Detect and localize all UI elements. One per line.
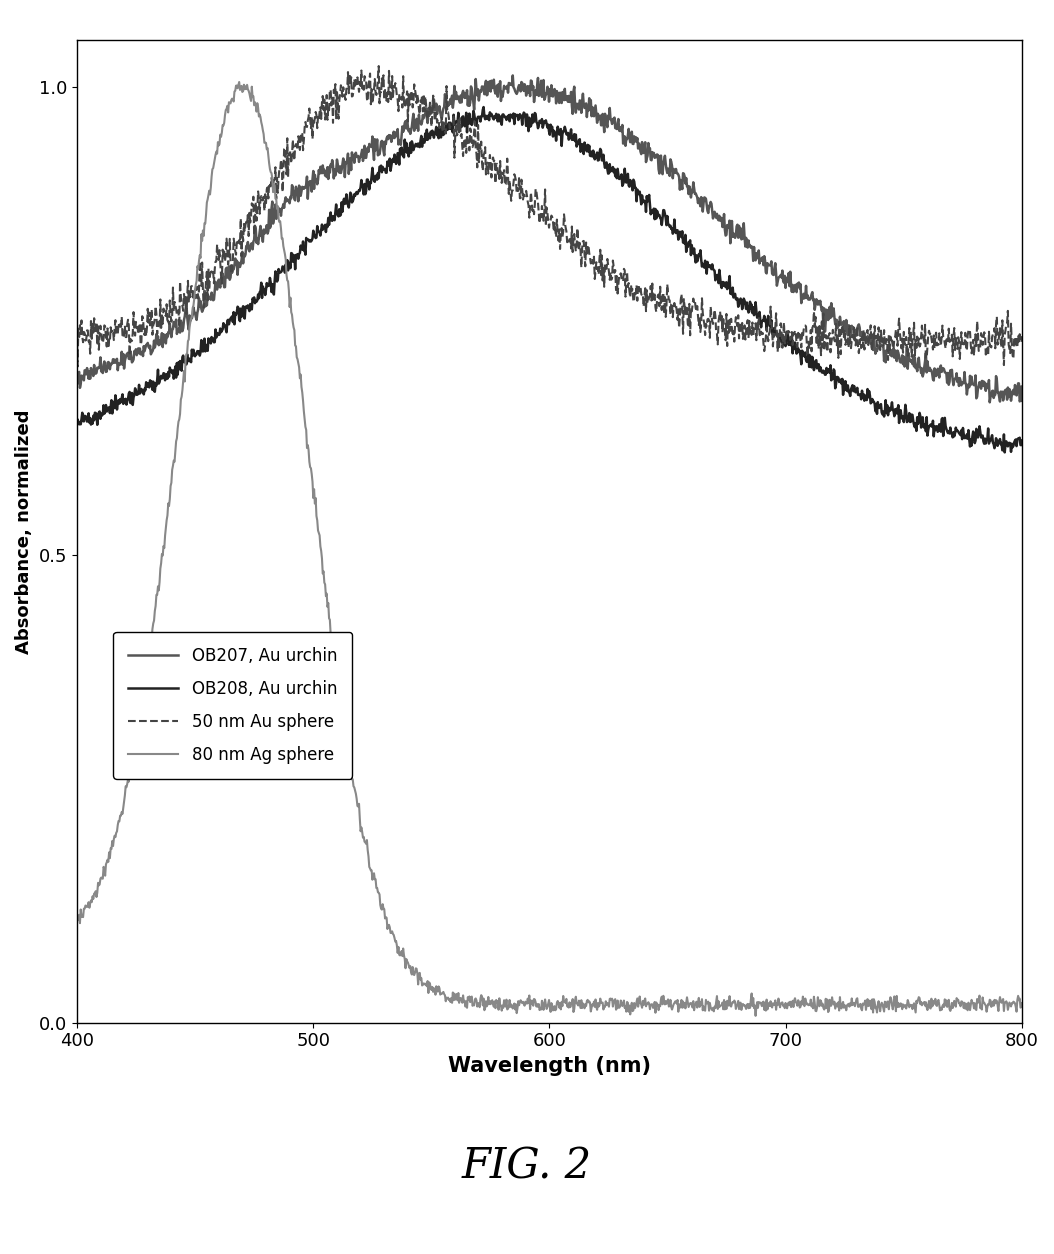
50 nm Au sphere [231,234,243,250]
OB207, Au urchin [389,125,402,140]
OB207, Au urchin [568,79,581,94]
80 nm Ag sphere [1016,996,1029,1011]
OB207, Au urchin [230,257,242,272]
Legend: OB207, Au urchin, OB208, Au urchin, 50 nm Au sphere, 80 nm Ag sphere: OB207, Au urchin, OB208, Au urchin, 50 n… [114,632,352,779]
X-axis label: Wavelength (nm): Wavelength (nm) [448,1056,651,1076]
50 nm Au sphere [482,166,494,181]
50 nm Au sphere [1016,329,1029,344]
50 nm Au sphere [391,88,404,103]
80 nm Ag sphere [390,933,403,948]
80 nm Ag sphere [196,233,209,248]
50 nm Au sphere [569,237,582,252]
OB208, Au urchin [1016,433,1029,448]
80 nm Ag sphere [588,994,601,1009]
OB208, Au urchin [71,414,83,429]
OB208, Au urchin [998,445,1011,460]
50 nm Au sphere [71,314,83,329]
80 nm Ag sphere [482,997,494,1012]
Line: 80 nm Ag sphere: 80 nm Ag sphere [77,82,1022,1016]
50 nm Au sphere [372,59,385,74]
OB208, Au urchin [588,145,601,161]
80 nm Ag sphere [749,1008,762,1023]
OB208, Au urchin [196,342,209,357]
OB207, Au urchin [196,305,209,320]
OB207, Au urchin [71,369,83,384]
50 nm Au sphere [588,272,601,287]
50 nm Au sphere [197,282,210,297]
Text: FIG. 2: FIG. 2 [462,1145,592,1188]
OB208, Au urchin [477,99,490,114]
OB208, Au urchin [230,307,242,322]
OB207, Au urchin [506,68,519,83]
OB208, Au urchin [482,112,494,127]
OB208, Au urchin [389,150,402,166]
80 nm Ag sphere [71,912,83,927]
80 nm Ag sphere [230,78,242,93]
OB208, Au urchin [568,127,581,142]
Line: 50 nm Au sphere: 50 nm Au sphere [77,66,1022,366]
Line: OB208, Au urchin: OB208, Au urchin [77,107,1022,453]
50 nm Au sphere [72,359,84,374]
OB207, Au urchin [588,109,601,124]
Y-axis label: Absorbance, normalized: Absorbance, normalized [15,409,33,653]
OB207, Au urchin [481,88,493,103]
OB207, Au urchin [983,395,996,410]
OB207, Au urchin [1016,394,1029,409]
80 nm Ag sphere [568,1002,581,1017]
80 nm Ag sphere [233,74,246,89]
Line: OB207, Au urchin: OB207, Au urchin [77,75,1022,403]
